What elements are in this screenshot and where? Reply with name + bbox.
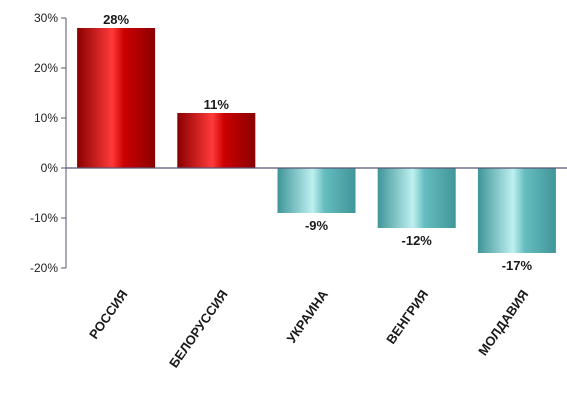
bar xyxy=(177,113,256,168)
data-label: -17% xyxy=(502,258,533,273)
y-tick-label: 30% xyxy=(34,11,58,25)
y-tick-label: 10% xyxy=(34,111,58,125)
bar xyxy=(277,168,356,213)
category-label: РОССИЯ xyxy=(86,287,130,342)
bar xyxy=(77,28,156,168)
bar xyxy=(477,168,556,253)
y-tick-label: 0% xyxy=(41,161,59,175)
category-label: БЕЛОРУССИЯ xyxy=(166,287,231,370)
data-label: -9% xyxy=(305,218,329,233)
data-labels-group: 28% 11% -9% -12% -17% xyxy=(103,12,532,273)
bar xyxy=(377,168,456,228)
y-tick-label: 20% xyxy=(34,61,58,75)
data-label: 28% xyxy=(103,12,129,27)
category-label: ВЕНГРИЯ xyxy=(383,287,431,347)
y-tick-label: -20% xyxy=(30,261,58,275)
y-axis: 30% 20% 10% 0% -10% -20% xyxy=(30,11,67,275)
y-tick-label: -10% xyxy=(30,211,58,225)
data-label: -12% xyxy=(402,233,433,248)
bars-group xyxy=(77,28,556,253)
category-label: УКРАИНА xyxy=(284,287,332,346)
category-label: МОЛДАВИЯ xyxy=(475,287,531,358)
category-labels-group: РОССИЯ БЕЛОРУССИЯ УКРАИНА ВЕНГРИЯ МОЛДАВИЯ xyxy=(86,287,531,371)
data-label: 11% xyxy=(204,97,230,112)
